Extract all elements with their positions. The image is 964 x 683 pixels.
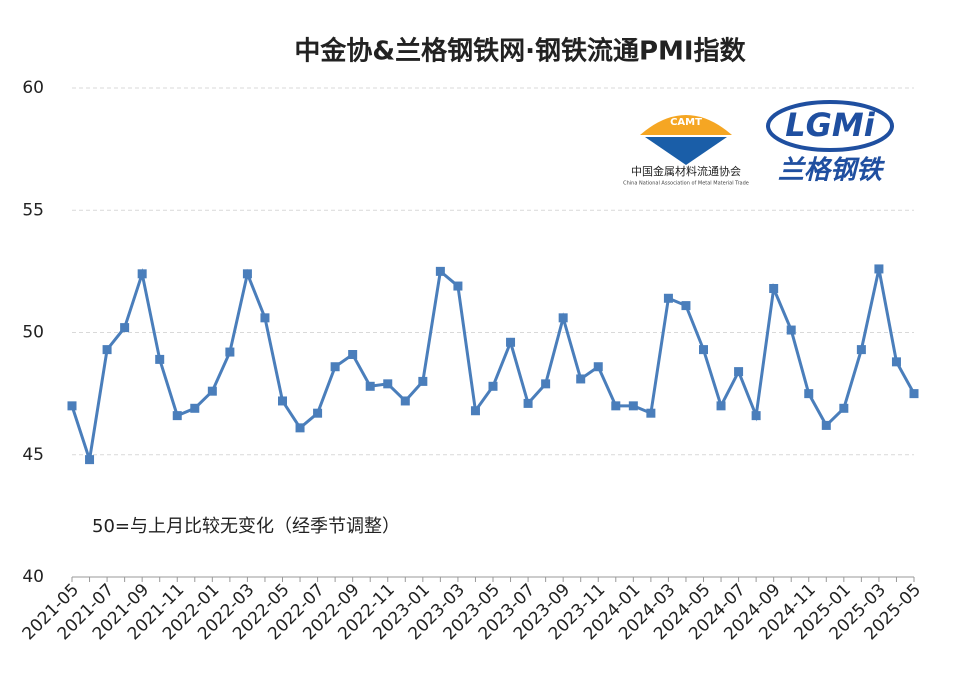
marker <box>856 345 866 355</box>
marker <box>172 411 182 421</box>
y-tick-label: 55 <box>22 200 44 220</box>
marker <box>190 403 200 413</box>
marker <box>699 345 708 355</box>
marker <box>786 325 796 335</box>
marker <box>155 354 165 364</box>
marker <box>663 293 673 303</box>
marker <box>576 374 586 384</box>
lgmi-mark: LGMi <box>785 106 876 144</box>
marker <box>383 379 393 389</box>
y-tick-label: 45 <box>22 445 44 465</box>
chart-title: 中金协&兰格钢铁网·钢铁流通PMI指数 <box>294 36 746 67</box>
marker <box>821 420 831 430</box>
y-tick-label: 60 <box>22 78 44 98</box>
marker <box>506 337 516 347</box>
marker <box>646 408 656 418</box>
marker <box>242 269 252 279</box>
marker <box>85 455 95 465</box>
marker <box>67 401 77 411</box>
marker <box>102 345 112 355</box>
marker <box>891 357 901 367</box>
marker <box>611 401 621 411</box>
marker <box>804 389 814 399</box>
marker <box>734 367 744 377</box>
marker <box>400 396 410 406</box>
marker <box>453 281 463 291</box>
annotation: 50=与上月比较无变化（经季节调整） <box>92 516 400 537</box>
marker <box>751 411 761 421</box>
marker <box>295 423 305 433</box>
marker <box>769 283 779 293</box>
marker <box>628 401 638 411</box>
line <box>70 267 916 461</box>
lgmi-logo: LGMi 兰格钢铁 <box>766 100 894 186</box>
camt-mark: CAMT <box>670 117 702 128</box>
y-tick-label: 40 <box>22 567 44 587</box>
marker <box>470 406 480 416</box>
marker <box>435 266 445 276</box>
marker <box>330 362 340 372</box>
marker <box>909 389 919 399</box>
marker <box>541 379 551 389</box>
marker <box>593 362 603 372</box>
camt-logo: CAMT 中国金属材料流通协会 China National Associati… <box>623 115 749 187</box>
lgmi-name: 兰格钢铁 <box>778 156 886 186</box>
marker <box>225 347 235 357</box>
marker <box>313 408 323 418</box>
marker <box>120 323 130 333</box>
camt-name: 中国金属材料流通协会 <box>631 164 741 178</box>
marker <box>365 381 375 391</box>
marker <box>558 313 568 323</box>
marker <box>523 398 533 408</box>
marker <box>418 376 428 386</box>
camt-name-en: China National Association of Metal Mate… <box>623 181 749 187</box>
marker <box>839 403 849 413</box>
marker <box>260 313 270 323</box>
y-tick-label: 50 <box>22 323 44 343</box>
marker <box>207 386 217 396</box>
marker <box>278 396 287 406</box>
marker <box>137 269 147 279</box>
marker <box>348 350 358 360</box>
marker <box>488 381 498 391</box>
marker <box>681 301 691 311</box>
marker <box>716 401 726 411</box>
marker <box>874 264 884 274</box>
